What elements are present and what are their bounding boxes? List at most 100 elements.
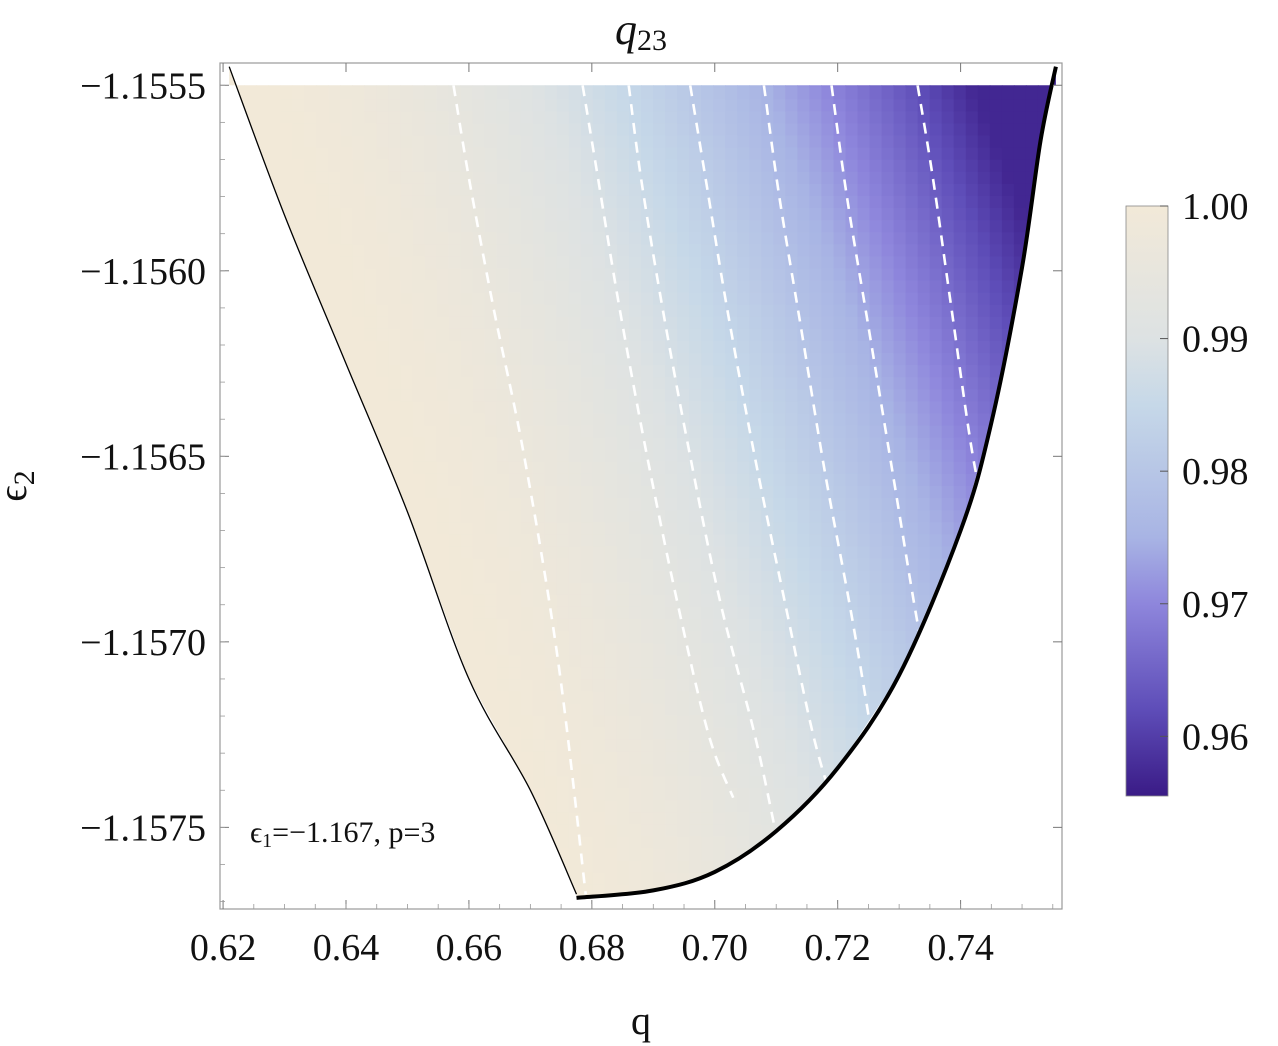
heatmap-cell	[496, 449, 510, 463]
heatmap-cell	[508, 268, 522, 282]
heatmap-cell	[785, 534, 798, 547]
heatmap-cell	[352, 268, 365, 282]
heatmap-cell	[725, 449, 738, 463]
heatmap-cell	[761, 244, 774, 257]
heatmap-cell	[881, 655, 895, 668]
heatmap-cell	[905, 449, 919, 463]
heatmap-cell	[592, 836, 606, 850]
heatmap-cell	[821, 558, 834, 572]
heatmap-cell	[616, 401, 630, 415]
heatmap-cell	[905, 461, 919, 475]
heatmap-cell	[629, 232, 642, 245]
heatmap-cell	[484, 498, 498, 511]
heatmap-cell	[821, 570, 834, 584]
heatmap-cell	[941, 365, 955, 378]
heatmap-cell	[376, 353, 389, 366]
heatmap-cell	[677, 292, 690, 306]
heatmap-cell	[749, 776, 762, 789]
heatmap-cell	[701, 401, 714, 415]
heatmap-cell	[616, 486, 630, 499]
heatmap-cell	[592, 183, 606, 197]
heatmap-cell	[1001, 123, 1015, 137]
heatmap-cell	[785, 232, 798, 245]
heatmap-cell	[809, 147, 822, 161]
heatmap-cell	[785, 788, 798, 801]
heatmap-cell	[641, 679, 654, 693]
heatmap-cell	[749, 691, 762, 705]
heatmap-cell	[809, 727, 822, 741]
heatmap-cell	[701, 812, 714, 825]
heatmap-cell	[881, 606, 895, 620]
heatmap-cell	[592, 800, 606, 813]
heatmap-cell	[665, 449, 678, 463]
heatmap-cell	[713, 171, 726, 185]
heatmap-cell	[893, 449, 907, 463]
heatmap-cell	[881, 159, 895, 173]
heatmap-cell	[424, 546, 438, 560]
heatmap-cell	[893, 123, 907, 137]
heatmap-cell	[761, 667, 774, 680]
heatmap-cell	[821, 401, 834, 415]
heatmap-cell	[364, 365, 377, 378]
heatmap-cell	[653, 425, 666, 439]
heatmap-cell	[388, 365, 401, 378]
heatmap-cell	[737, 316, 750, 330]
heatmap-cell	[616, 111, 630, 124]
heatmap-cell	[833, 606, 847, 620]
heatmap-cell	[629, 618, 642, 632]
heatmap-cell	[472, 135, 486, 149]
heatmap-cell	[713, 195, 726, 209]
heatmap-cell	[472, 486, 486, 499]
heatmap-cell	[725, 365, 738, 378]
heatmap-cell	[1001, 292, 1015, 306]
heatmap-cell	[304, 244, 317, 257]
heatmap-cell	[857, 667, 871, 680]
heatmap-cell	[845, 667, 859, 680]
heatmap-cell	[616, 425, 630, 439]
heatmap-cell	[436, 401, 450, 415]
heatmap-cell	[616, 776, 630, 789]
heatmap-cell	[388, 111, 401, 124]
heatmap-cell	[677, 764, 690, 777]
heatmap-cell	[604, 99, 618, 112]
heatmap-cell	[436, 473, 450, 487]
heatmap-cell	[917, 183, 931, 197]
heatmap-cell	[604, 594, 618, 608]
heatmap-cell	[412, 328, 426, 342]
heatmap-cell	[977, 292, 991, 306]
heatmap-cell	[641, 220, 654, 233]
heatmap-cell	[725, 195, 738, 209]
heatmap-cell	[881, 377, 895, 390]
heatmap-cell	[809, 425, 822, 439]
heatmap-cell	[929, 413, 943, 427]
heatmap-cell	[677, 365, 690, 378]
heatmap-cell	[653, 449, 666, 463]
heatmap-cell	[653, 195, 666, 209]
heatmap-cell	[448, 147, 462, 161]
heatmap-cell	[592, 582, 606, 596]
heatmap-cell	[761, 691, 774, 705]
x-tick-label: 0.62	[190, 927, 257, 969]
heatmap-cell	[953, 425, 967, 439]
heatmap-cell	[713, 425, 726, 439]
heatmap-cell	[496, 691, 510, 705]
heatmap-cell	[1025, 135, 1039, 149]
heatmap-cell	[616, 667, 630, 680]
heatmap-cell	[340, 304, 353, 318]
heatmap-cell	[604, 715, 618, 729]
heatmap-cell	[725, 836, 738, 850]
heatmap-cell	[616, 183, 630, 197]
heatmap-cell	[773, 183, 786, 197]
heatmap-cell	[665, 123, 678, 137]
heatmap-cell	[460, 461, 474, 475]
heatmap-cell	[592, 353, 606, 366]
heatmap-cell	[869, 183, 883, 197]
heatmap-cell	[328, 256, 341, 270]
heatmap-cell	[472, 183, 486, 197]
heatmap-cell	[412, 461, 426, 475]
heatmap-cell	[809, 679, 822, 693]
heatmap-cell	[869, 280, 883, 294]
heatmap-cell	[641, 244, 654, 257]
heatmap-cell	[929, 461, 943, 475]
heatmap-cell	[701, 836, 714, 850]
